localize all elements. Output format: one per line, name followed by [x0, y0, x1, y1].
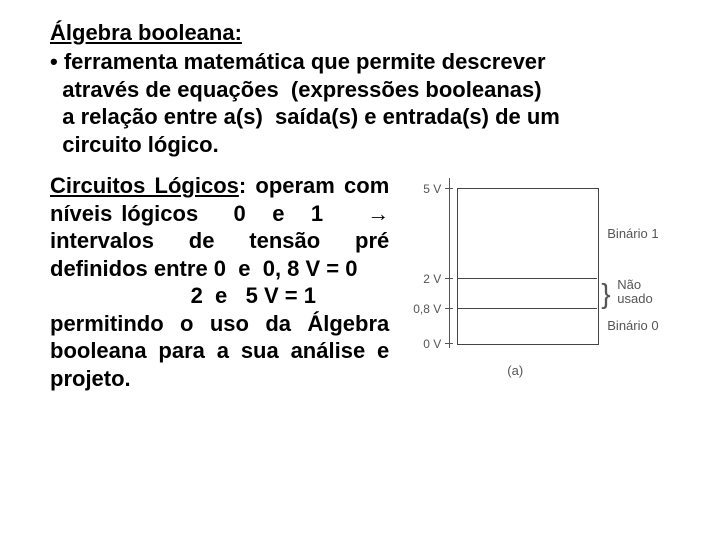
paragraph-definition: • ferramenta matemática que permite desc…	[50, 48, 680, 158]
label-nao-usado: Não usado	[617, 278, 652, 307]
box-line-2v	[457, 278, 597, 279]
label-binario-0: Binário 0	[607, 318, 658, 333]
brace-icon: }	[601, 278, 615, 310]
tick-line-5v	[445, 188, 453, 189]
para1-line3: a relação entre a(s) saída(s) e entrada(…	[50, 104, 560, 129]
para1-line1: • ferramenta matemática que permite desc…	[50, 49, 546, 74]
tick-label-2v: 2 V	[397, 272, 441, 286]
tick-line-08v	[445, 308, 453, 309]
para1-line4: circuito lógico.	[50, 132, 219, 157]
tick-label-08v: 0,8 V	[397, 302, 441, 316]
box-line-08v	[457, 308, 597, 309]
label-binario-1: Binário 1	[607, 226, 658, 241]
tick-label-0v: 0 V	[397, 337, 441, 351]
para1-line2: através de equações (expressões booleana…	[50, 77, 542, 102]
heading-algebra-booleana: Álgebra booleana:	[50, 20, 680, 46]
voltage-level-diagram: 5 V 2 V 0,8 V 0 V Binário 1 Binário 0 } …	[397, 178, 680, 398]
axis-vertical	[449, 178, 450, 348]
diagram-caption: (a)	[507, 363, 523, 378]
heading-circuitos-logicos: Circuitos Lógicos	[50, 173, 239, 198]
paragraph-circuitos-logicos: Circuitos Lógicos: operam com níveis lóg…	[50, 172, 389, 392]
tick-label-5v: 5 V	[397, 182, 441, 196]
label-usado: usado	[617, 291, 652, 306]
tick-line-0v	[445, 343, 453, 344]
para2-line-2e5: 2 e 5 V = 1	[50, 283, 316, 308]
para2-text-2: permitindo o uso da Álgebra booleana par…	[50, 311, 389, 391]
voltage-box	[457, 188, 599, 345]
label-nao: Não	[617, 277, 641, 292]
tick-line-2v	[445, 278, 453, 279]
